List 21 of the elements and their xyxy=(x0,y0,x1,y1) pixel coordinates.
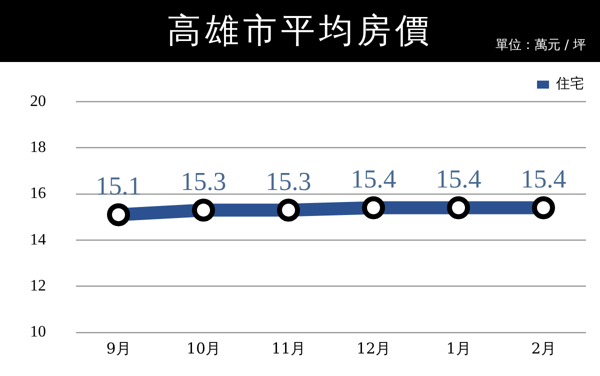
x-tick-label: 12月 xyxy=(356,339,391,358)
data-label: 15.4 xyxy=(350,164,396,194)
data-label: 15.4 xyxy=(520,164,566,194)
chart-subtitle: 單位：萬元 / 坪 xyxy=(495,37,586,54)
y-tick-label: 12 xyxy=(30,277,46,294)
legend-label: 住宅 xyxy=(555,76,584,92)
y-tick-label: 14 xyxy=(30,231,46,248)
chart-title: 高雄市平均房價 xyxy=(167,11,433,51)
x-tick-label: 10月 xyxy=(186,339,221,358)
x-tick-label: 2月 xyxy=(531,339,556,358)
y-tick-label: 10 xyxy=(30,324,46,341)
y-tick-label: 16 xyxy=(30,185,46,202)
x-tick-label: 9月 xyxy=(106,339,131,358)
y-tick-label: 20 xyxy=(30,92,46,110)
x-tick-label: 11月 xyxy=(271,339,306,358)
data-label: 15.1 xyxy=(96,172,142,201)
data-label: 15.4 xyxy=(436,164,482,194)
y-tick-label: 18 xyxy=(30,138,46,156)
x-tick-label: 1月 xyxy=(446,339,471,358)
data-label: 15.3 xyxy=(266,166,312,196)
data-label: 15.3 xyxy=(180,166,226,196)
